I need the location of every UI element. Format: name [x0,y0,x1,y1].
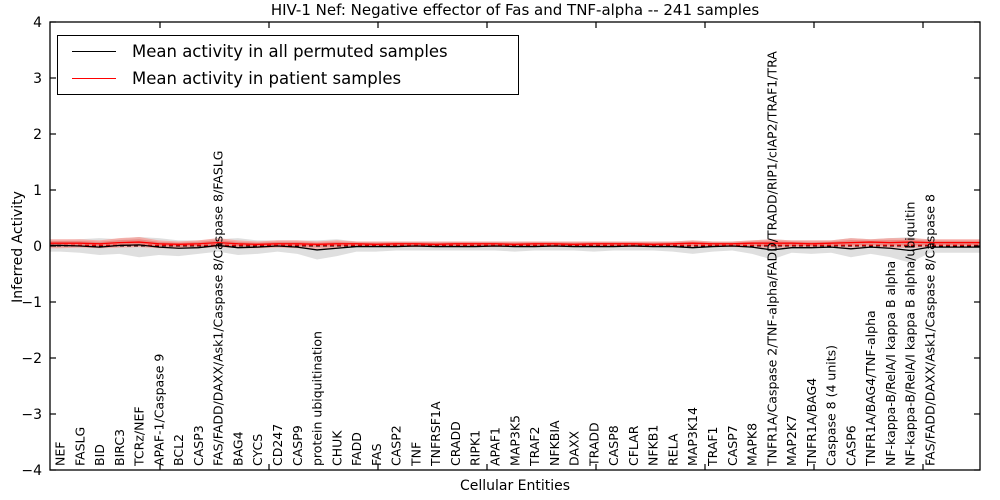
y-tick-label: −4 [21,463,42,479]
entity-label: APAF1 [488,427,503,466]
entity-label: NF-kappa-B/RelA/I kappa B alpha/ubiquiti… [903,202,918,466]
entity-label: CASP6 [843,425,858,466]
entity-label: CD247 [270,424,285,466]
y-tick-label: −2 [21,351,42,367]
entity-label: TCRz/NEF [132,406,147,467]
entity-label: FASLG [72,427,87,466]
chart-title: HIV-1 Nef: Negative effector of Fas and … [270,1,760,19]
entity-label: CHUK [329,430,344,466]
y-tick-label: −1 [21,295,42,311]
legend-item-patient: Mean activity in patient samples [58,65,518,91]
entity-label: CRADD [448,421,463,466]
entity-label: CASP7 [725,425,740,466]
entity-label: MAP3K5 [507,415,522,466]
y-tick-label: 2 [33,127,42,143]
entity-label: TNFR1A/BAG4 [804,378,819,467]
entity-label: BIRC3 [112,429,127,466]
entity-label: CASP3 [191,425,206,466]
legend-item-permuted: Mean activity in all permuted samples [58,39,518,65]
entity-label: TNFRSF1A [428,401,443,467]
y-tick-label: 1 [33,183,42,199]
y-tick-label: 4 [33,15,42,31]
entity-label: protein ubiquitination [310,331,325,466]
entity-label: CASP8 [606,425,621,466]
entity-label: MAP2K7 [784,415,799,466]
entity-label: TRAF1 [705,426,720,467]
patient-mean-line [50,241,980,245]
permuted-mean-line [50,244,980,252]
entity-label: BAG4 [230,431,245,466]
y-tick-label: 0 [33,239,42,255]
entity-label: BID [92,444,107,466]
red-line-sample-icon [72,77,116,79]
entity-label: NF-kappa-B/RelA/I kappa B alpha [883,261,898,466]
entity-label: CFLAR [626,425,641,466]
legend: Mean activity in all permuted samples Me… [57,35,519,95]
entity-label: FAS [369,443,384,466]
entity-label: TNFR1A/BAG4/TNF-alpha [863,310,878,467]
entity-label: TNF [408,442,423,467]
entity-label: CASP2 [389,425,404,466]
entity-label: MAPK8 [745,423,760,466]
entity-label: APAF-1/Caspase 9 [151,354,166,466]
legend-label-permuted: Mean activity in all permuted samples [132,42,448,62]
entity-label: FAS/FADD/DAXX/Ask1/Caspase 8/Caspase 8/F… [211,151,226,466]
entity-label: Caspase 8 (4 units) [824,345,839,466]
x-axis-label: Cellular Entities [459,478,571,494]
entity-label: MAP3K14 [685,407,700,466]
entity-label: NEF [53,442,68,466]
entity-label: TNFR1A/Caspase 2/TNF-alpha/FADD/TRADD/RI… [764,51,779,467]
y-tick-label: −3 [21,407,42,423]
entity-label: FAS/FADD/DAXX/Ask1/Caspase 8/Caspase 8 [923,194,938,466]
entity-label: FADD [349,432,364,466]
entity-label: RIPK1 [468,430,483,466]
legend-label-patient: Mean activity in patient samples [132,68,402,88]
entity-label: NFKB1 [646,425,661,466]
entity-label: RELA [665,433,680,466]
entity-label: DAXX [567,430,582,466]
y-tick-label: 3 [33,71,42,87]
entity-label: TRAF2 [527,426,542,467]
entity-label: CASP9 [290,425,305,466]
entity-label: BCL2 [171,434,186,466]
entity-label: NFKBIA [547,420,562,466]
entity-label: TRADD [586,422,601,467]
black-line-sample-icon [72,51,116,53]
entity-label: CYCS [250,434,265,466]
